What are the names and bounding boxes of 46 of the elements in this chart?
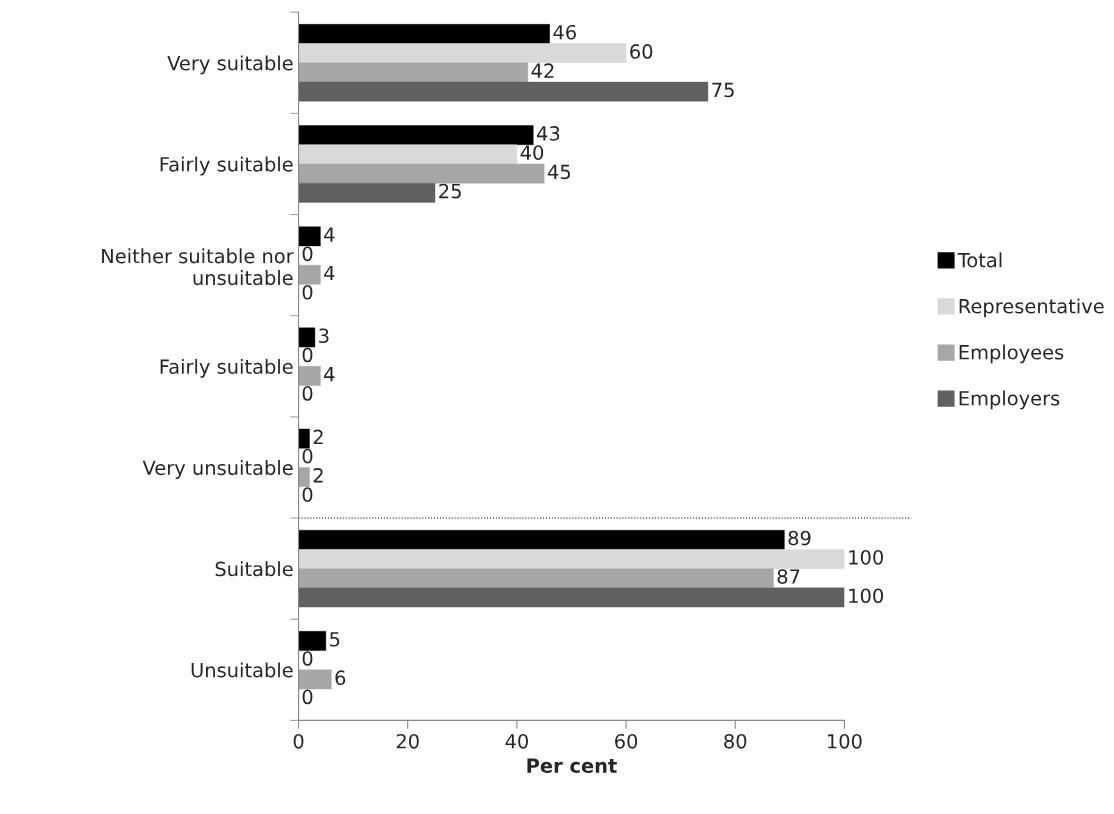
- data-label: 89: [788, 530, 811, 546]
- data-label: 87: [777, 569, 800, 584]
- x-tick-label: 0: [293, 733, 304, 749]
- data-label: 0: [302, 246, 313, 262]
- y-tick-label: Very unsuitable: [142, 460, 293, 479]
- x-tick-label: 100: [827, 733, 862, 749]
- data-label: 40: [520, 145, 544, 160]
- data-label: 60: [630, 44, 653, 59]
- x-axis-title: Per cent: [527, 758, 617, 774]
- y-tick-label: Neither suitable nor unsuitable: [102, 248, 294, 286]
- data-label: 0: [302, 448, 313, 464]
- data-label: 100: [849, 549, 884, 565]
- data-label: 3: [319, 328, 329, 344]
- y-tick-label: Fairly suitable: [160, 358, 293, 378]
- data-label: 0: [302, 651, 313, 666]
- y-tick-label: Suitable: [215, 561, 293, 577]
- data-label: 100: [849, 588, 884, 604]
- x-tick-label: 20: [396, 733, 419, 749]
- data-label: 0: [302, 487, 313, 502]
- data-label: 45: [547, 164, 571, 180]
- data-label: 0: [302, 689, 313, 705]
- y-tick-label: Unsuitable: [191, 662, 293, 678]
- legend-label: Total: [957, 252, 1002, 268]
- legend-label: Employers: [959, 390, 1060, 410]
- data-label: 25: [439, 183, 461, 199]
- data-label: 75: [712, 82, 734, 98]
- data-label: 2: [313, 468, 323, 483]
- data-label: 2: [313, 429, 323, 444]
- data-label: 0: [302, 284, 313, 300]
- data-label: 4: [324, 265, 335, 281]
- data-label: 5: [330, 632, 340, 647]
- data-label: 46: [553, 24, 576, 40]
- data-label: 0: [302, 386, 313, 401]
- legend-label: Representative: [959, 298, 1104, 318]
- data-label: 4: [324, 367, 335, 382]
- data-label: 42: [531, 63, 554, 78]
- data-label: 6: [335, 670, 346, 686]
- x-tick-label: 80: [724, 733, 747, 749]
- data-label: 4: [324, 227, 335, 242]
- y-tick-label: Fairly suitable: [160, 156, 293, 176]
- x-tick-label: 40: [505, 733, 528, 749]
- y-tick-label: Very suitable: [167, 55, 293, 75]
- legend-label: Employees: [959, 344, 1064, 364]
- data-label: 0: [302, 347, 313, 363]
- x-tick-label: 60: [615, 733, 638, 749]
- data-label: 43: [537, 126, 560, 141]
